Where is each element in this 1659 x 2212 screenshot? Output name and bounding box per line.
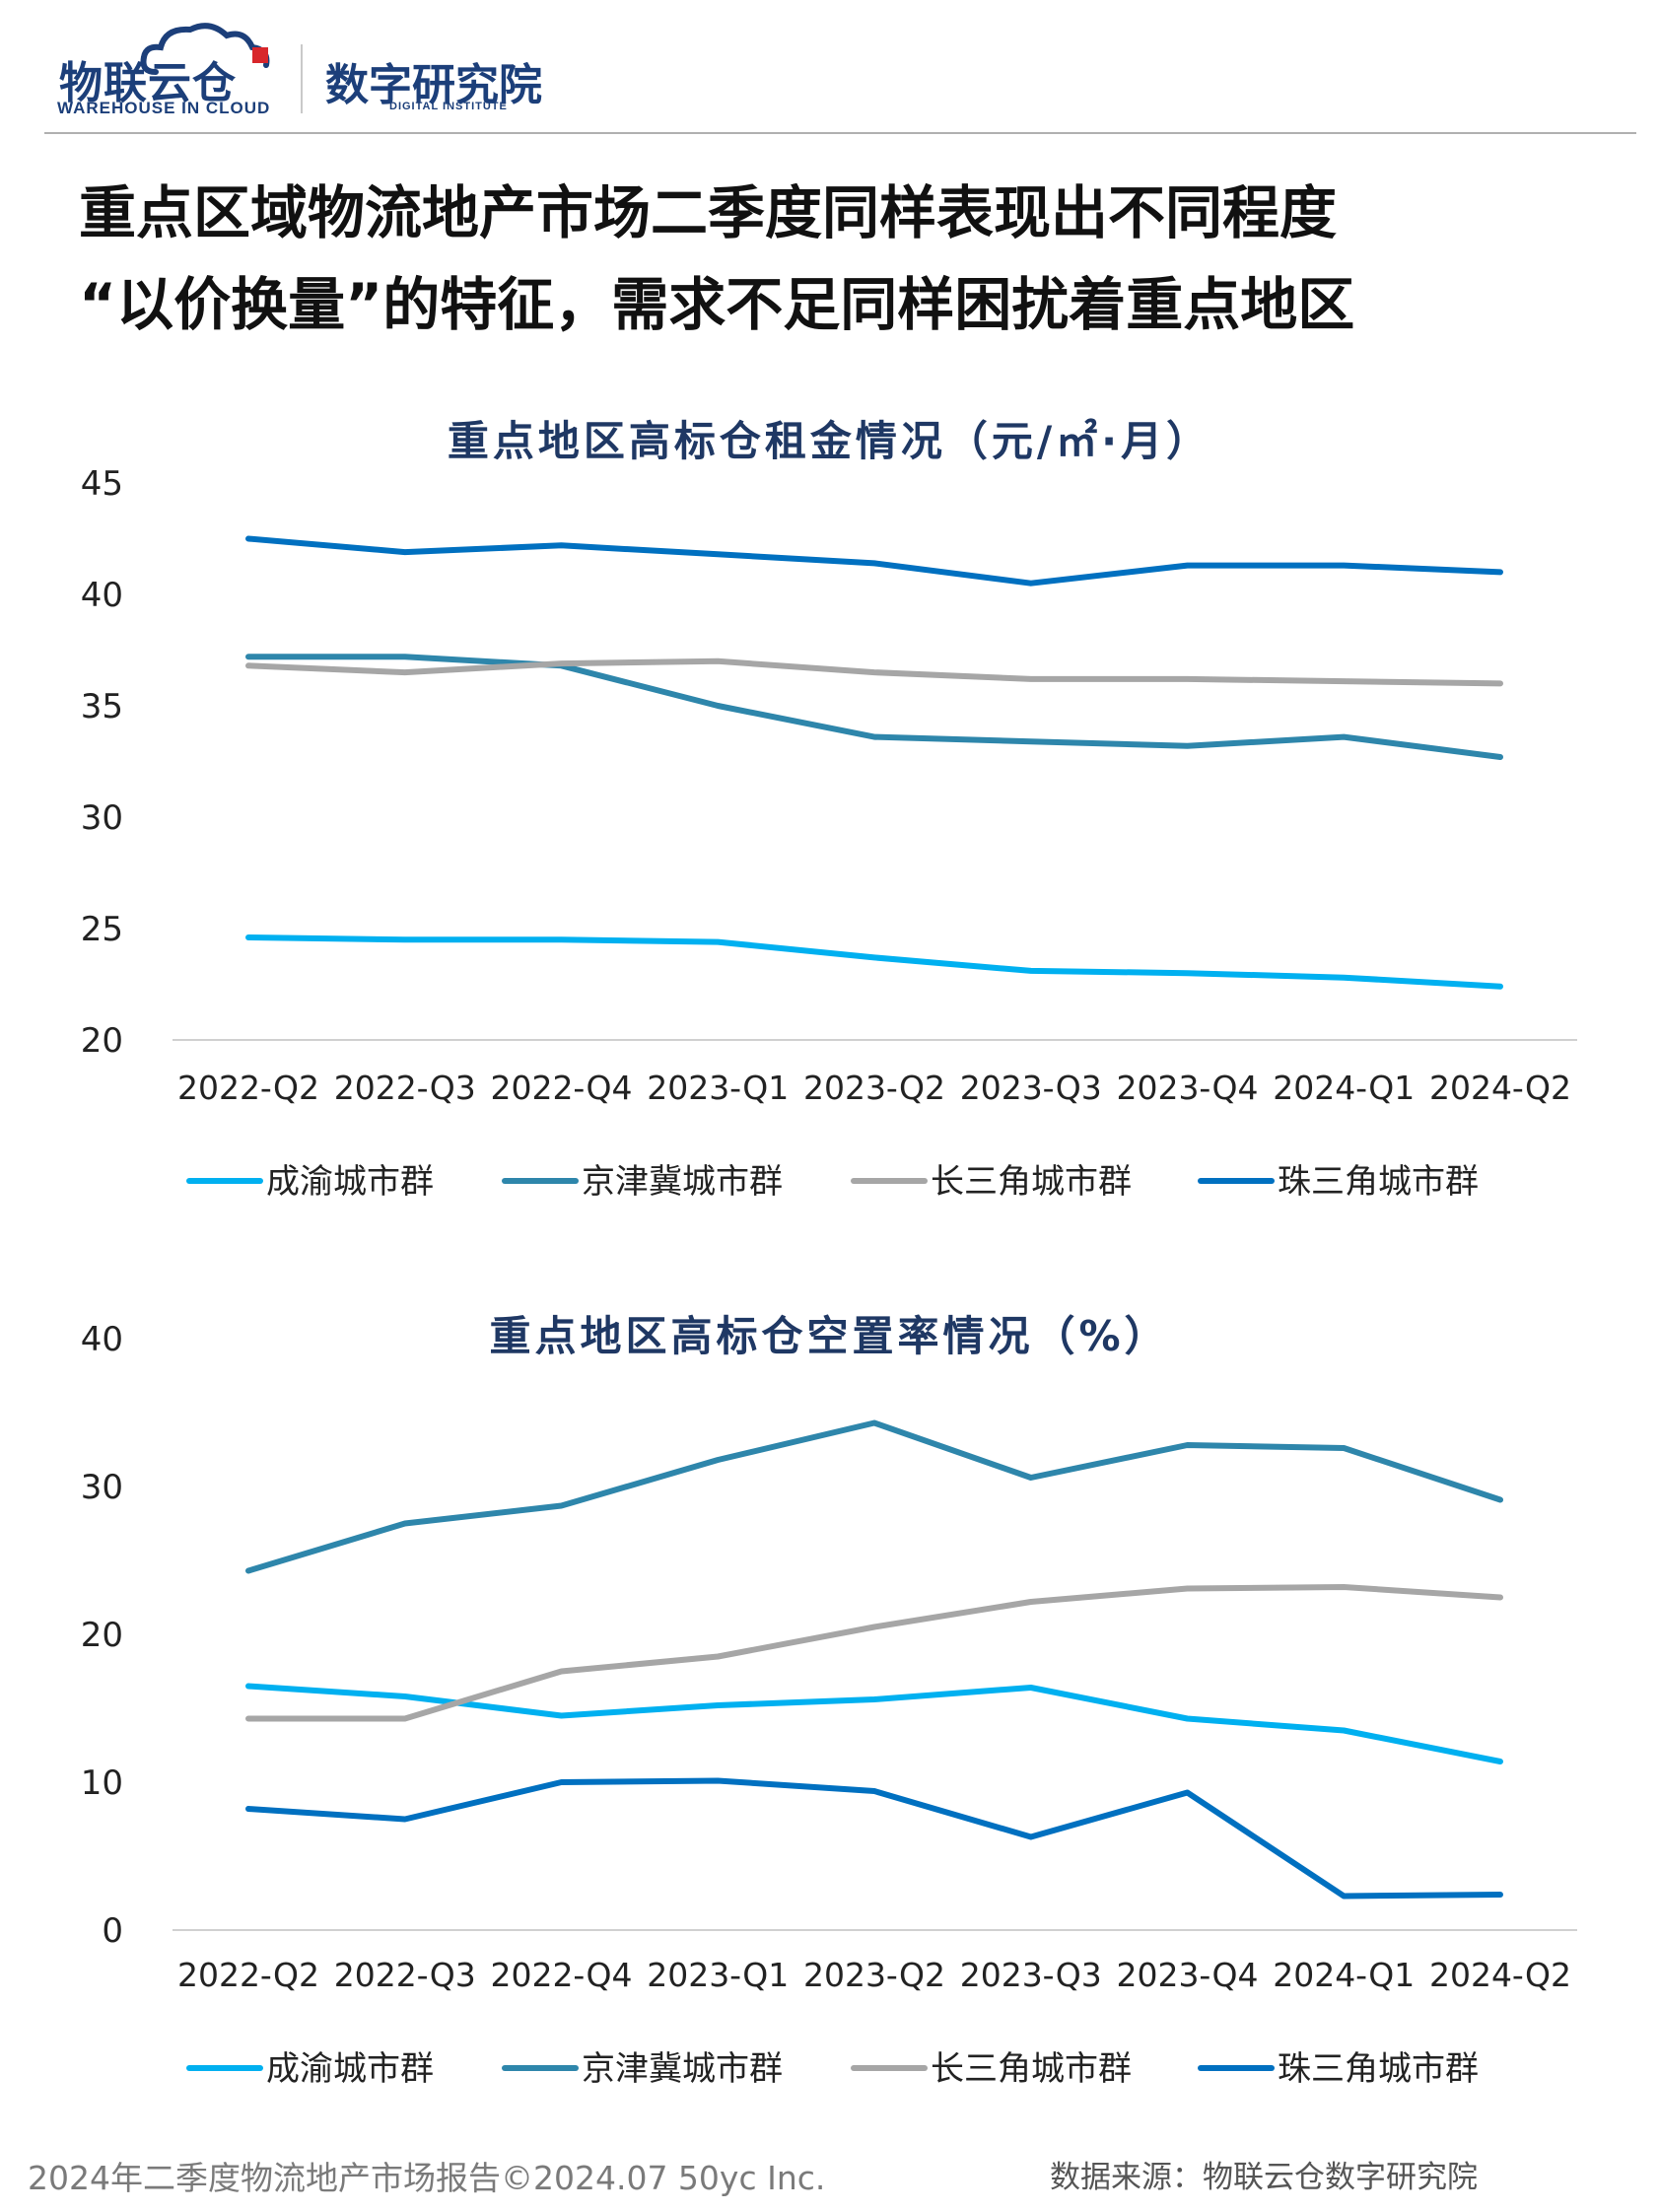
x-tick-label: 2022-Q3 xyxy=(334,1069,476,1107)
x-tick-label: 2023-Q2 xyxy=(803,1069,945,1107)
series-line xyxy=(245,1777,1503,1900)
logo-divider xyxy=(301,44,303,113)
x-tick-label: 2023-Q2 xyxy=(803,1956,945,1994)
y-tick-label: 40 xyxy=(81,576,123,615)
legend-label: 成渝城市群 xyxy=(266,1162,434,1202)
page-header: 物联云仓 WAREHOUSE IN CLOUD 数字研究院 DIGITAL IN… xyxy=(0,0,1659,138)
series-line xyxy=(245,657,1503,687)
y-tick-label: 20 xyxy=(81,1021,123,1061)
rent-chart-plot: 20 25 30 35 40 45 2022-Q2 2022-Q3 2022-Q4 2023-Q1… xyxy=(81,464,1577,1202)
legend-label: 珠三角城市群 xyxy=(1278,2049,1479,2089)
rent-chart: 重点地区高标仓租金情况（元/㎡·月） 20 25 30 35 40 45 2022-Q2 20… xyxy=(0,394,1659,1222)
x-tick-label: 2024-Q2 xyxy=(1429,1956,1571,1994)
y-tick-label: 30 xyxy=(81,1468,123,1507)
page-title: 重点区域物流地产市场二季度同样表现出不同程度 “以价换量”的特征，需求不足同样困… xyxy=(79,168,1617,351)
series-line xyxy=(245,1419,1503,1574)
x-tick-label: 2023-Q4 xyxy=(1116,1069,1258,1107)
legend-label: 京津冀城市群 xyxy=(582,2049,783,2089)
x-tick-label: 2022-Q4 xyxy=(490,1956,632,1994)
x-tick-label: 2022-Q3 xyxy=(334,1956,476,1994)
legend-label: 成渝城市群 xyxy=(266,2049,434,2089)
series-line xyxy=(245,535,1503,587)
institute-logo-text: 数字研究院 xyxy=(325,60,542,110)
x-tick-label: 2022-Q2 xyxy=(177,1069,319,1107)
x-tick-label: 2023-Q1 xyxy=(647,1956,789,1994)
y-tick-label: 40 xyxy=(81,1320,123,1359)
y-tick-label: 45 xyxy=(81,464,123,504)
page-title-line-2: “以价换量”的特征，需求不足同样困扰着重点地区 xyxy=(79,271,1355,338)
chart-title: 重点地区高标仓空置率情况（%） xyxy=(489,1312,1170,1360)
x-tick-label: 2024-Q2 xyxy=(1429,1069,1571,1107)
series-line xyxy=(245,934,1503,990)
vacancy-chart: 重点地区高标仓空置率情况（%） 0 10 20 30 40 2022-Q2 2022-Q3 2… xyxy=(0,1281,1659,2090)
series-line xyxy=(245,1683,1503,1764)
x-tick-label: 2022-Q4 xyxy=(490,1069,632,1107)
footer-copyright: 2024年二季度物流地产市场报告©2024.07 50yc Inc. xyxy=(28,2159,826,2197)
legend-label: 珠三角城市群 xyxy=(1278,1162,1479,1202)
legend-label: 长三角城市群 xyxy=(931,1162,1132,1202)
series-line xyxy=(245,654,1503,760)
y-tick-label: 35 xyxy=(81,687,123,726)
brand-logo-subtitle: WAREHOUSE IN CLOUD xyxy=(57,99,271,117)
x-tick-label: 2023-Q1 xyxy=(647,1069,789,1107)
legend-label: 京津冀城市群 xyxy=(582,1162,783,1202)
x-tick-label: 2022-Q2 xyxy=(177,1956,319,1994)
x-tick-label: 2023-Q4 xyxy=(1116,1956,1258,1994)
legend-label: 长三角城市群 xyxy=(931,2049,1132,2089)
vacancy-chart-plot: 0 10 20 30 40 2022-Q2 2022-Q3 2022-Q4 2023-Q1 202… xyxy=(81,1320,1577,2089)
series-line xyxy=(245,1584,1503,1722)
x-tick-label: 2024-Q1 xyxy=(1273,1956,1415,1994)
footer-source: 数据来源：物联云仓数字研究院 xyxy=(1050,2160,1478,2195)
x-tick-label: 2024-Q1 xyxy=(1273,1069,1415,1107)
brand-logo-text: 物联云仓 xyxy=(59,58,237,108)
header-divider xyxy=(44,132,1636,134)
chart-title: 重点地区高标仓租金情况（元/㎡·月） xyxy=(447,417,1212,465)
x-tick-label: 2023-Q3 xyxy=(960,1956,1102,1994)
x-tick-label: 2023-Q3 xyxy=(960,1069,1102,1107)
y-tick-label: 10 xyxy=(81,1763,123,1803)
page-title-line-1: 重点区域物流地产市场二季度同样表现出不同程度 xyxy=(79,179,1338,246)
y-tick-label: 0 xyxy=(102,1911,123,1951)
y-tick-label: 30 xyxy=(81,798,123,838)
cloud-logo-icon xyxy=(140,23,270,75)
y-tick-label: 20 xyxy=(81,1616,123,1655)
y-tick-label: 25 xyxy=(81,910,123,949)
institute-logo-subtitle: DIGITAL INSTITUTE xyxy=(389,101,508,112)
